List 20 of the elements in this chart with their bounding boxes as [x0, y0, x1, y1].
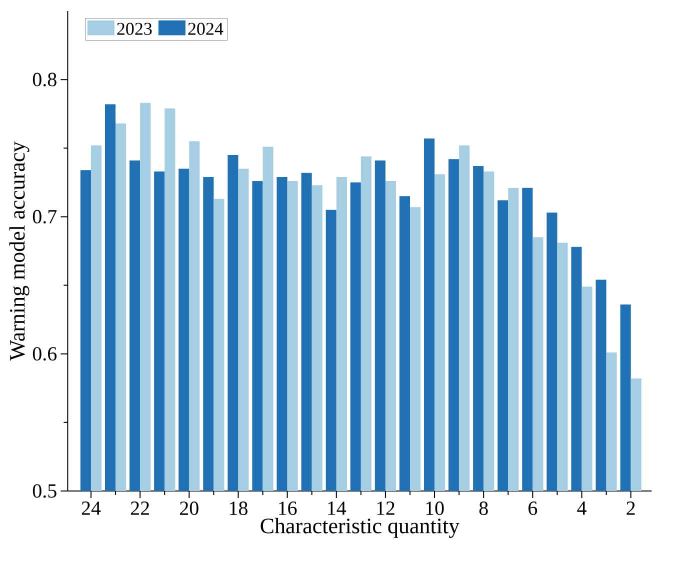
x-axis-title: Characteristic quantity — [260, 518, 460, 538]
x-tick-label: 22 — [130, 502, 149, 515]
x-tick-label: 6 — [528, 502, 538, 515]
y-axis-title: Warning model accuracy — [9, 141, 30, 361]
x-tick-label: 16 — [279, 502, 297, 515]
x-tick-label: 18 — [230, 502, 248, 516]
x-tick-label: 20 — [180, 502, 198, 516]
x-tick-label: 12 — [377, 502, 394, 515]
legend-label: 2024 — [188, 22, 224, 35]
x-tick-label: 14 — [328, 502, 346, 515]
y-tick-label: 0.6 — [32, 347, 57, 361]
x-tick-label: 8 — [479, 502, 488, 516]
x-tick-label: 24 — [82, 502, 101, 515]
x-tick-label: 4 — [577, 502, 586, 515]
y-tick-label: 0.7 — [32, 210, 57, 224]
x-tick-label: 2 — [626, 502, 635, 515]
y-tick-label: 0.5 — [32, 484, 56, 498]
y-tick-label: 0.8 — [32, 72, 56, 86]
legend-label: 2023 — [117, 22, 152, 35]
x-tick-label: 10 — [426, 502, 444, 516]
